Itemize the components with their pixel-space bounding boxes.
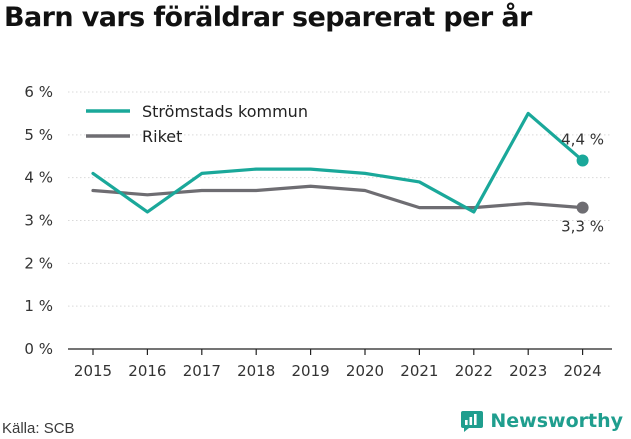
y-tick-label: 6 % — [24, 83, 53, 101]
series-riket-end-marker — [576, 201, 589, 214]
axes: 0 % 1 % 2 % 3 % 4 % 5 % 6 % 2015 2016 2017 2018 201… — [24, 83, 612, 380]
x-tick-label: 2024 — [564, 362, 602, 380]
newsworthy-logo-icon — [461, 411, 484, 432]
series-stromstad-end-marker — [576, 154, 589, 167]
series-stromstad-line — [91, 111, 585, 214]
x-tick-label: 2021 — [400, 362, 438, 380]
series-riket-end-label: 3,3 % — [561, 218, 604, 236]
y-tick-label: 3 % — [24, 212, 53, 230]
x-tick-label: 2015 — [74, 362, 112, 380]
grid-lines — [68, 91, 612, 307]
x-tick-label: 2016 — [128, 362, 166, 380]
y-tick-label: 0 % — [24, 340, 53, 358]
brand-name: Newsworthy — [490, 410, 623, 432]
source-note: Källa: SCB — [2, 420, 75, 437]
x-tick-label: 2017 — [183, 362, 221, 380]
x-tick-label: 2020 — [346, 362, 384, 380]
legend-label: Strömstads kommun — [142, 102, 308, 121]
legend: Strömstads kommun Riket — [86, 102, 308, 146]
y-tick-label: 1 % — [24, 297, 53, 315]
x-tick-label: 2018 — [237, 362, 275, 380]
y-tick-label: 4 % — [24, 169, 53, 187]
x-tick-label: 2019 — [292, 362, 330, 380]
y-tick-label: 5 % — [24, 126, 53, 144]
y-tick-label: 2 % — [24, 254, 53, 272]
x-tick-label: 2023 — [509, 362, 547, 380]
series-stromstad-end-label: 4,4 % — [561, 131, 604, 149]
brand-logo: Newsworthy — [460, 409, 623, 433]
legend-label: Riket — [142, 127, 182, 146]
series-lines: 4,4 % 3,3 % — [91, 111, 604, 236]
x-tick-label: 2022 — [455, 362, 493, 380]
chart-title: Barn vars föräldrar separerat per år — [4, 2, 532, 33]
